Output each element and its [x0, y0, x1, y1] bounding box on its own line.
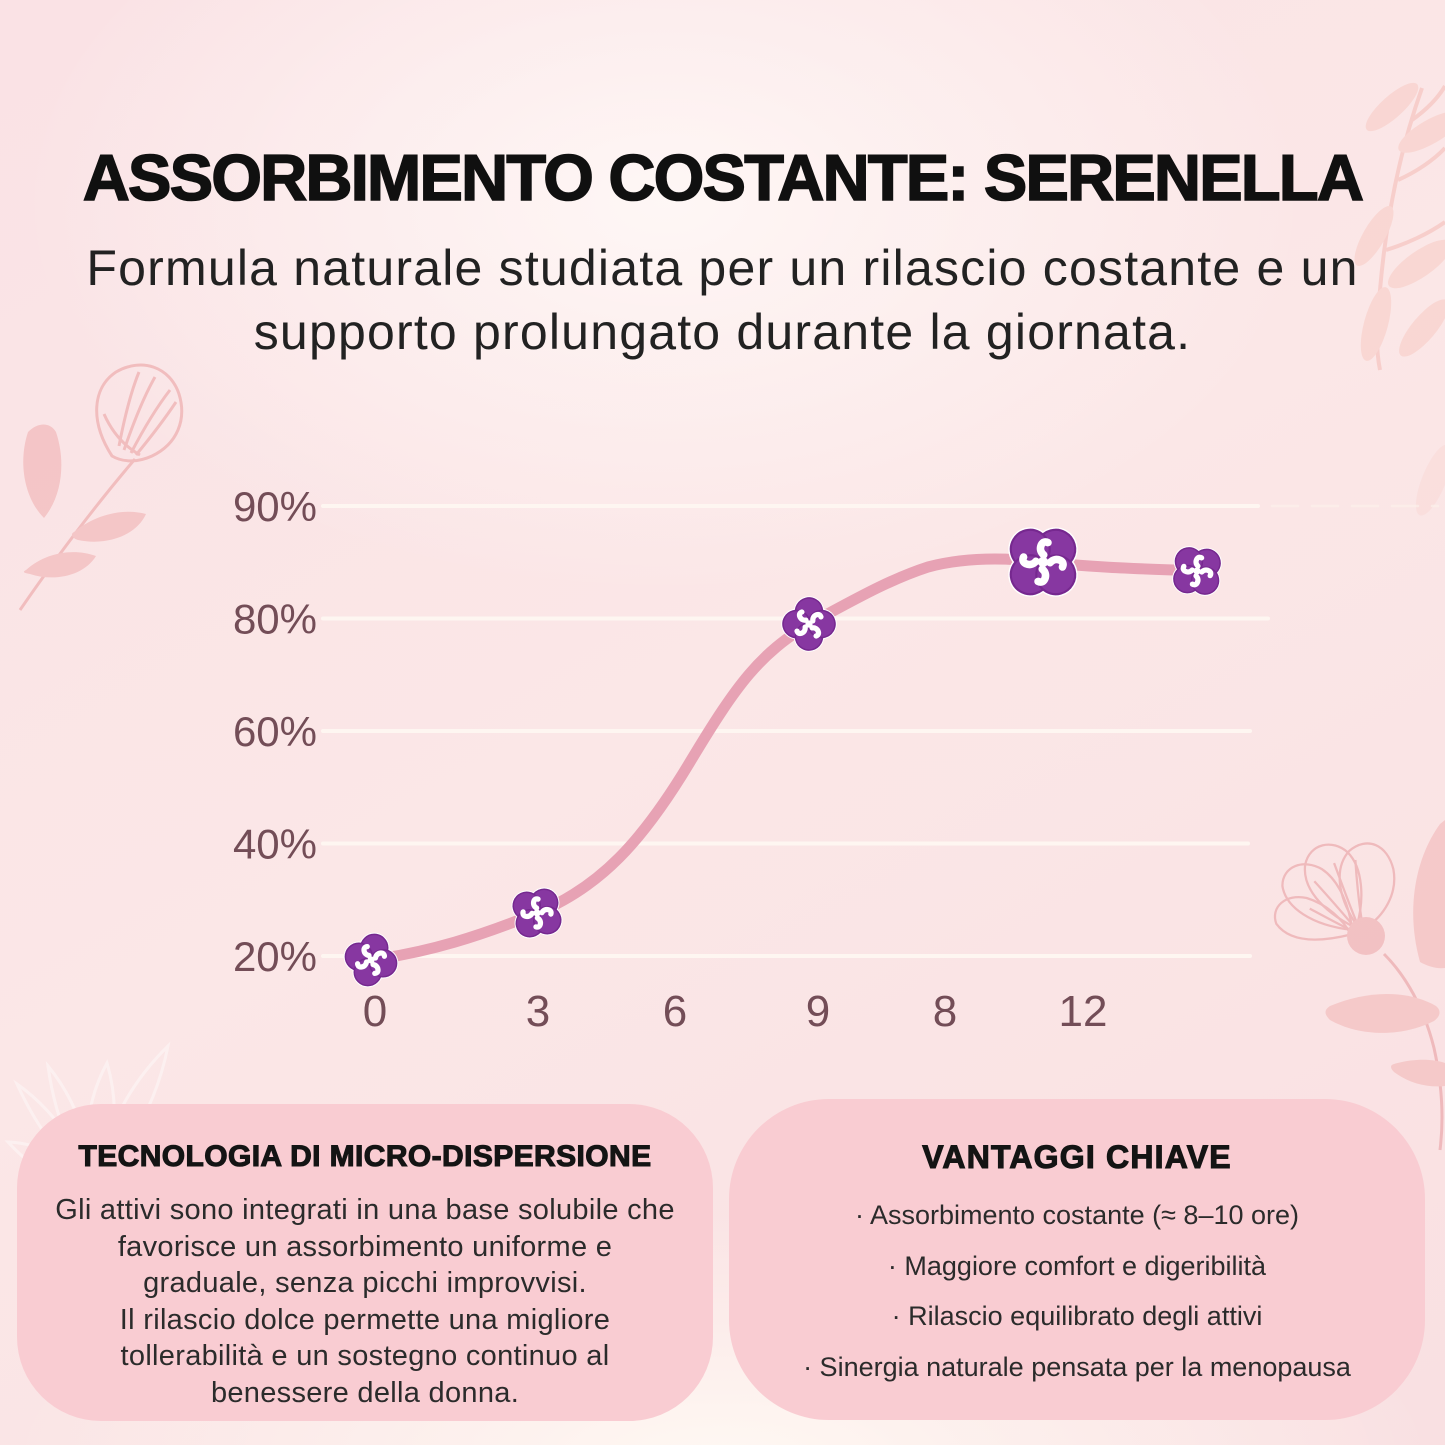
svg-text:60%: 60%: [233, 708, 317, 755]
svg-text:40%: 40%: [233, 821, 317, 868]
svg-text:12: 12: [1059, 987, 1108, 1036]
svg-text:9: 9: [806, 987, 830, 1036]
svg-text:20%: 20%: [233, 933, 317, 980]
svg-text:8: 8: [933, 987, 957, 1036]
svg-text:3: 3: [526, 987, 550, 1036]
svg-text:6: 6: [663, 987, 687, 1036]
svg-text:90%: 90%: [233, 483, 317, 530]
svg-text:0: 0: [363, 987, 387, 1036]
svg-text:80%: 80%: [233, 596, 317, 643]
